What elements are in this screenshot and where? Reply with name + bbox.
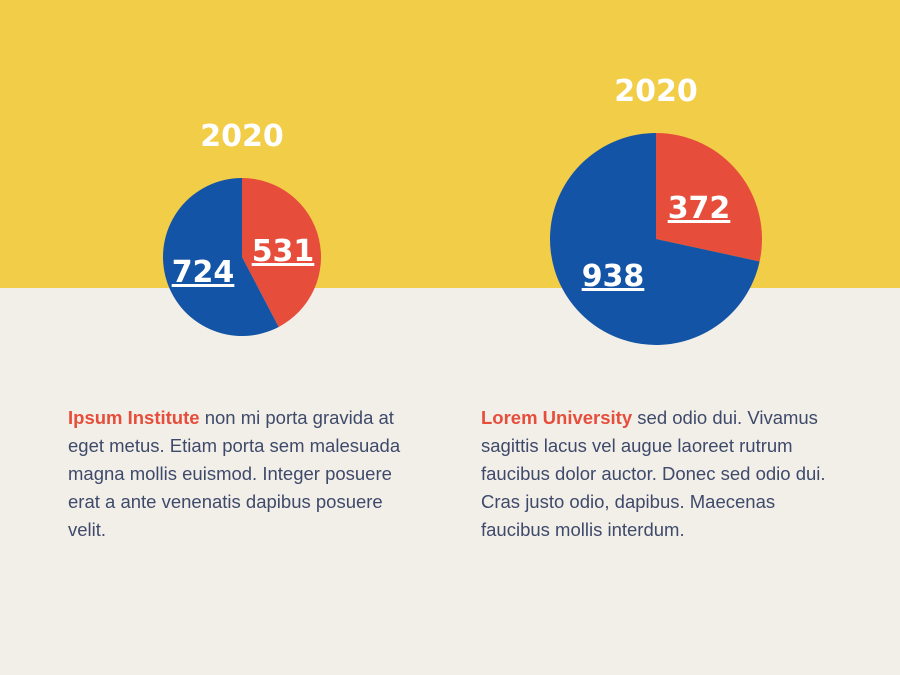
pie-left-slice-red (242, 178, 321, 327)
description-right: Lorem University sed odio dui. Vivamus s… (481, 404, 836, 544)
description-right-text: sed odio dui. Vivamus sagittis lacus vel… (481, 406, 826, 540)
pie-chart-right: 2020 372 938 (550, 74, 762, 345)
description-left-text: non mi porta gravida at eget metus. Etia… (68, 406, 401, 540)
pie-left-year: 2020 (200, 119, 284, 154)
pie-right-slice-red (656, 133, 762, 262)
pie-chart-left: 2020 531 724 (162, 119, 321, 337)
pie-left-label-red: 531 (252, 234, 315, 269)
pie-left-label-blue: 724 (172, 255, 235, 290)
pie-right-label-red: 372 (668, 191, 731, 226)
org-name-left: Ipsum Institute (68, 406, 200, 428)
pie-left-slice-blue (162, 178, 279, 337)
pie-right-year: 2020 (614, 74, 698, 109)
org-name-right: Lorem University (481, 406, 633, 428)
pie-right-label-blue: 938 (582, 259, 645, 294)
pie-right-slice-blue (550, 133, 760, 345)
description-left: Ipsum Institute non mi porta gravida at … (68, 404, 408, 544)
